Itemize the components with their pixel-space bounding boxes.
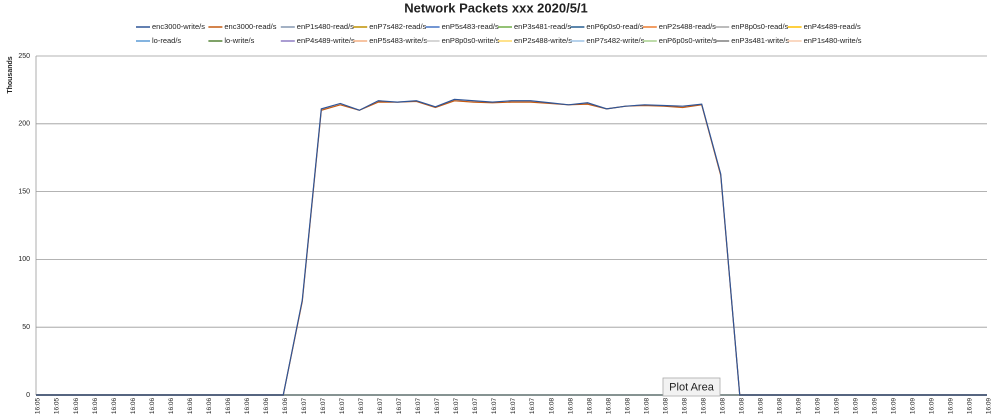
legend-label: enP2s488-read/s [659,22,716,31]
x-tick-label: 16:09 [910,397,917,414]
legend-label: enP5s483-read/s [442,22,499,31]
x-tick-label: 16:08 [738,397,745,414]
x-tick-label: 16:08 [662,397,669,414]
x-tick-label: 16:07 [415,397,422,414]
x-tick-label: 16:09 [853,397,860,414]
x-tick-label: 16:08 [567,397,574,414]
x-tick-label: 16:09 [796,397,803,414]
legend-label: enP5s483-write/s [369,36,427,45]
x-tick-label: 16:08 [548,397,555,414]
x-tick-label: 16:06 [111,397,118,414]
y-tick-label: 0 [26,392,30,399]
legend-label: enc3000-read/s [224,22,276,31]
legend-label: enP3s481-write/s [731,36,789,45]
legend-label: enP7s482-read/s [369,22,426,31]
legend-label: enP2s488-write/s [514,36,572,45]
y-tick-label: 150 [18,188,30,195]
x-tick-label: 16:06 [206,397,213,414]
x-tick-label: 16:09 [815,397,822,414]
x-tick-label: 16:07 [339,397,346,414]
x-tick-label: 16:08 [605,397,612,414]
x-tick-label: 16:06 [244,397,251,414]
x-tick-label: 16:08 [624,397,631,414]
y-axis-label: Thousands [7,56,14,93]
x-tick-label: 16:09 [872,397,879,414]
legend-label: enc3000-write/s [152,22,205,31]
x-tick-label: 16:07 [434,397,441,414]
legend-label: enP8p0s0-write/s [442,36,500,45]
x-tick-label: 16:08 [586,397,593,414]
x-tick-label: 16:09 [891,397,898,414]
x-tick-label: 16:05 [54,397,61,414]
x-tick-label: 16:06 [263,397,270,414]
x-tick-label: 16:05 [35,397,42,414]
x-tick-label: 16:07 [358,397,365,414]
x-tick-label: 16:09 [986,397,993,414]
x-tick-label: 16:07 [472,397,479,414]
x-tick-label: 16:07 [396,397,403,414]
x-tick-label: 16:06 [282,397,289,414]
x-tick-label: 16:09 [929,397,936,414]
x-tick-label: 16:08 [776,397,783,414]
x-tick-label: 16:08 [757,397,764,414]
y-tick-label: 50 [22,324,30,331]
x-tick-label: 16:09 [967,397,974,414]
x-tick-label: 16:08 [719,397,726,414]
x-tick-label: 16:07 [529,397,536,414]
x-tick-label: 16:08 [643,397,650,414]
x-tick-label: 16:06 [225,397,232,414]
x-tick-label: 16:07 [320,397,327,414]
legend-label: enP6p0s0-write/s [659,36,717,45]
x-tick-label: 16:06 [187,397,194,414]
x-tick-label: 16:06 [92,397,99,414]
series-line [36,98,987,396]
x-tick-label: 16:07 [453,397,460,414]
tooltip-text: Plot Area [669,381,715,393]
x-tick-label: 16:07 [491,397,498,414]
x-tick-label: 16:09 [948,397,955,414]
x-tick-label: 16:07 [377,397,384,414]
x-tick-label: 16:08 [700,397,707,414]
x-tick-label: 16:08 [681,397,688,414]
tooltip-box [662,377,721,397]
chart-title: Network Packets xxx 2020/5/1 [404,0,588,15]
x-tick-label: 16:07 [301,397,308,414]
x-tick-label: 16:06 [149,397,156,414]
legend-label: enP3s481-read/s [514,22,571,31]
legend-label: enP7s482-write/s [586,36,644,45]
x-tick-label: 16:06 [73,397,80,414]
legend-label: enP4s489-write/s [297,36,355,45]
x-tick-label: 16:09 [834,397,841,414]
legend-label: lo-read/s [152,36,181,45]
y-tick-label: 200 [18,121,30,128]
x-tick-label: 16:06 [168,397,175,414]
legend-label: enP6p0s0-read/s [586,22,643,31]
legend-label: enP1s480-write/s [804,36,862,45]
legend-label: enP1s480-read/s [297,22,354,31]
legend-label: enP8p0s0-read/s [731,22,788,31]
y-tick-label: 100 [18,256,30,263]
x-tick-label: 16:07 [510,397,517,414]
legend-label: lo-write/s [224,36,254,45]
legend-label: enP4s489-read/s [804,22,861,31]
y-tick-label: 250 [18,53,30,60]
x-tick-label: 16:06 [130,397,137,414]
